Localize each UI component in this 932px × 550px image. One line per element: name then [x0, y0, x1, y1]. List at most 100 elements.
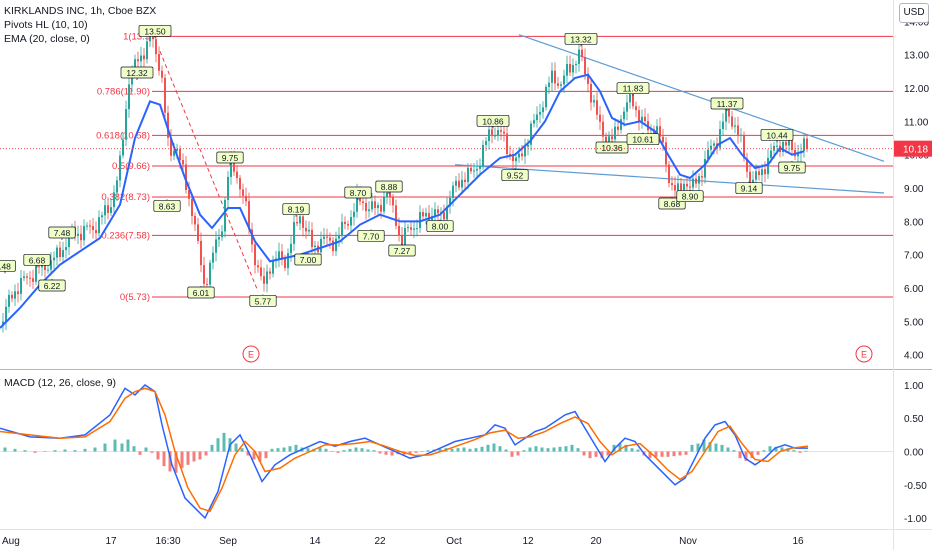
candle-body — [326, 236, 328, 238]
candle-body — [86, 225, 88, 227]
candle-body — [494, 135, 496, 137]
candle-body — [752, 179, 754, 185]
candle-body — [347, 223, 349, 226]
macd-histogram-bar — [73, 450, 77, 452]
candle-body — [287, 253, 289, 269]
macd-histogram-bar — [162, 451, 166, 467]
macd-line — [0, 384, 808, 520]
macd-histogram-bar — [600, 451, 604, 459]
macd-histogram-bar — [516, 451, 520, 456]
currency-button[interactable]: USD — [899, 3, 929, 23]
candle-body — [314, 245, 316, 248]
candle-body — [389, 192, 391, 197]
candle-body — [665, 142, 667, 165]
candle-body — [680, 183, 682, 191]
macd-histogram-bar — [708, 442, 712, 452]
candle-body — [218, 237, 220, 240]
candle-body — [704, 158, 706, 178]
pivot-value: 8.19 — [288, 205, 305, 215]
ema-line — [0, 73, 805, 329]
pivot-box — [564, 32, 598, 45]
candle-body — [353, 211, 355, 218]
candle-body — [98, 217, 100, 234]
candle-body — [365, 202, 367, 212]
macd-histogram-bar — [702, 439, 706, 452]
candle-body — [683, 183, 685, 191]
earnings-marker[interactable]: E — [242, 345, 260, 363]
pivot-label: 10.36 — [595, 141, 629, 154]
candle-body — [518, 153, 520, 158]
pivot-label: 6.01 — [187, 286, 215, 299]
candle-body — [32, 278, 34, 282]
macd-histogram-bar — [588, 451, 592, 459]
macd-histogram-bar — [528, 447, 532, 452]
candle-body — [176, 149, 178, 151]
macd-histogram-bar — [378, 451, 382, 454]
ema-indicator-label[interactable]: EMA (20, close, 0) — [4, 33, 90, 45]
candle-body — [767, 157, 769, 175]
candle-body — [605, 136, 607, 147]
candle-body — [620, 119, 622, 130]
macd-histogram-bar — [618, 443, 622, 452]
candle-body — [104, 205, 106, 216]
candle-body — [749, 171, 751, 185]
candle-body — [686, 183, 688, 187]
candle-body — [434, 209, 436, 217]
price-axis-tick: 4.00 — [904, 351, 924, 362]
macd-histogram-bar — [103, 443, 107, 452]
candle-body — [305, 227, 307, 232]
macd-histogram-bar — [540, 447, 544, 452]
candle-body — [77, 233, 79, 236]
candle-body — [329, 237, 331, 241]
time-axis[interactable]: Aug 17 16:30 Sep 14 22 Oct 12 20 Nov 16 — [2, 536, 804, 547]
pivot-value: 8.68 — [664, 199, 681, 209]
candle-body — [89, 225, 91, 227]
macd-axis-tick: -0.50 — [904, 481, 927, 492]
candle-body — [308, 229, 310, 232]
fib-level-label: 0.236(7.58) — [101, 230, 150, 241]
candle-body — [125, 109, 127, 140]
candle-body — [38, 266, 40, 268]
candle-body — [281, 251, 283, 260]
candle-body — [548, 82, 550, 87]
macd-histogram-bar — [23, 450, 27, 452]
macd-histogram-bar — [492, 443, 496, 452]
pivot-box — [23, 253, 51, 266]
macd-histogram-bar — [144, 447, 148, 452]
pivot-box — [501, 169, 529, 182]
price-axis-tick: 6.00 — [904, 284, 924, 295]
candle-body — [497, 130, 499, 136]
candle-body — [269, 271, 271, 274]
pivot-box — [0, 259, 16, 272]
pivot-label: 10.44 — [760, 128, 794, 143]
candle-body — [278, 251, 280, 259]
pivot-box — [187, 286, 215, 299]
macd-histogram-bar — [624, 444, 628, 452]
signal-line — [0, 387, 809, 513]
candle-body — [50, 260, 52, 270]
time-axis-tick: Nov — [679, 536, 697, 547]
pivot-label: 8.90 — [676, 189, 704, 203]
macd-histogram-bar — [33, 451, 37, 453]
pivots-indicator-label[interactable]: Pivots HL (10, 10) — [4, 19, 88, 31]
pivot-label: 7.70 — [357, 229, 385, 242]
candle-body — [659, 126, 661, 137]
candle-body — [725, 106, 727, 122]
pivot-value: 7.48 — [54, 228, 71, 238]
macd-histogram-bar — [240, 448, 244, 452]
candle-body — [356, 191, 358, 212]
earnings-marker[interactable]: E — [855, 345, 873, 363]
symbol-title[interactable]: KIRKLANDS INC, 1h, Cboe BZX — [4, 5, 157, 17]
macd-histogram-bar — [330, 451, 334, 452]
candle-body — [611, 136, 613, 140]
candle-body — [803, 138, 805, 152]
macd-indicator-label[interactable]: MACD (12, 26, close, 9) — [4, 377, 117, 389]
candle-body — [677, 183, 679, 191]
candle-body — [713, 143, 715, 146]
macd-histogram-bar — [192, 451, 196, 462]
pivot-box — [375, 180, 403, 193]
candle-body — [446, 206, 448, 220]
pivot-label: 6.68 — [23, 253, 51, 268]
